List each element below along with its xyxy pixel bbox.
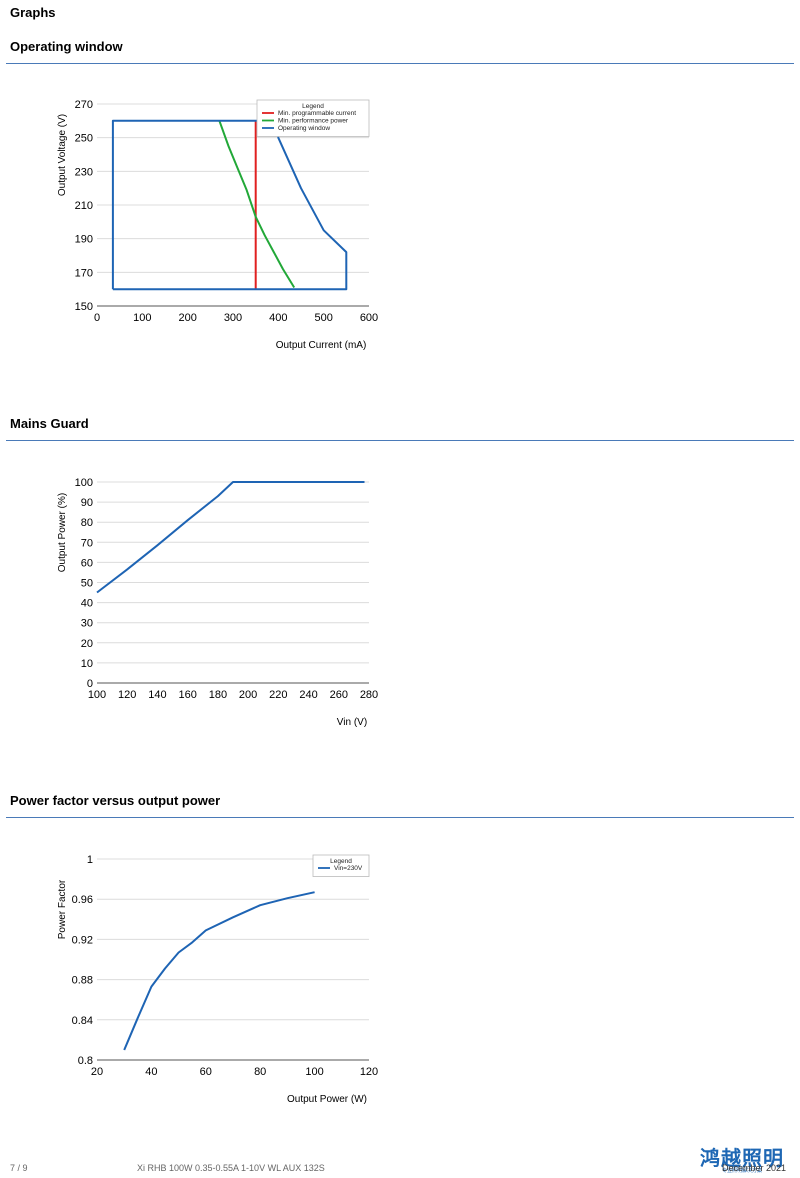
legend-title: Legend [302,103,324,110]
x-tick-label: 100 [88,689,106,701]
y-tick-label: 210 [75,200,93,212]
x-tick-label: 40 [145,1066,157,1078]
legend-entry: Vin=230V [334,865,363,872]
y-tick-label: 100 [75,477,93,489]
section-divider [6,817,794,818]
footer-page-number: 7 / 9 [10,1163,28,1173]
y-tick-label: 10 [81,658,93,670]
y-tick-label: 0.84 [72,1015,93,1027]
x-tick-label: 600 [360,312,378,324]
footer-date: December 2021 [722,1163,787,1173]
y-tick-label: 70 [81,537,93,549]
x-tick-label: 300 [224,312,242,324]
y-tick-label: 270 [75,99,93,111]
x-tick-label: 100 [133,312,151,324]
legend-entry: Min. performance power [278,118,349,125]
x-axis-label: Vin (V) [337,717,367,728]
watermark-logo: 鸿越照明 专业照明解决方案 [700,1142,795,1178]
y-tick-label: 0.96 [72,894,93,906]
x-tick-label: 260 [330,689,348,701]
x-tick-label: 160 [178,689,196,701]
x-tick-label: 80 [254,1066,266,1078]
x-axis-label: Output Current (mA) [276,340,367,351]
y-tick-label: 190 [75,234,93,246]
x-tick-label: 20 [91,1066,103,1078]
y-axis-label: Output Voltage (V) [57,114,68,196]
x-tick-label: 280 [360,689,378,701]
x-tick-label: 60 [200,1066,212,1078]
series-line-1 [218,120,296,289]
mains-guard-chart: 0 10 20 30 40 50 60 70 80 90 100 100 120 140 160 180 200… [57,477,378,728]
y-tick-label: 0.8 [78,1055,93,1067]
x-tick-label: 400 [269,312,287,324]
y-axis-label: Power Factor [57,879,68,939]
y-tick-label: 230 [75,166,93,178]
legend-box [312,854,370,877]
x-axis-label: Output Power (W) [287,1094,367,1105]
x-tick-label: 120 [118,689,136,701]
y-tick-label: 170 [75,267,93,279]
y-tick-label: 40 [81,598,93,610]
section-title-power-factor: Power factor versus output power [10,793,221,808]
watermark-text: 鸿越照明 [700,1146,784,1170]
x-tick-label: 240 [299,689,317,701]
y-tick-label: 250 [75,133,93,145]
y-tick-label: 0 [87,678,93,690]
footer-product-name: Xi RHB 100W 0.35-0.55A 1-10V WL AUX 132S [137,1163,325,1173]
page-heading: Graphs [10,5,56,20]
y-tick-label: 90 [81,497,93,509]
y-tick-label: 0.92 [72,934,93,946]
legend-entry: Operating window [278,125,330,132]
section-divider [6,63,794,64]
x-tick-label: 200 [178,312,196,324]
series-line-0 [123,891,315,1051]
series-line-2 [111,119,348,291]
x-tick-label: 0 [94,312,100,324]
operating-window-chart: 150 170 190 210 230 250 270 0 100 200 300 400 500 600… [57,99,378,351]
series-line-0 [96,481,365,594]
legend-box [256,99,370,137]
y-tick-label: 80 [81,517,93,529]
y-tick-label: 1 [87,854,93,866]
x-tick-label: 220 [269,689,287,701]
x-tick-label: 180 [209,689,227,701]
y-axis-label: Output Power (%) [57,493,68,572]
y-tick-label: 30 [81,618,93,630]
x-tick-label: 120 [360,1066,378,1078]
section-title-mains-guard: Mains Guard [10,416,89,431]
x-tick-label: 500 [314,312,332,324]
y-tick-label: 60 [81,557,93,569]
x-tick-label: 140 [148,689,166,701]
x-tick-label: 100 [305,1066,323,1078]
section-title-operating-window: Operating window [10,39,123,54]
y-tick-label: 0.88 [72,975,93,987]
watermark-subtext: 专业照明解决方案 [722,1168,763,1174]
y-tick-label: 150 [75,301,93,313]
legend-title: Legend [330,858,352,865]
y-tick-label: 50 [81,578,93,590]
legend-entry: Min. programmable current [278,110,356,117]
x-tick-label: 200 [239,689,257,701]
section-divider [6,440,794,441]
y-tick-label: 20 [81,638,93,650]
